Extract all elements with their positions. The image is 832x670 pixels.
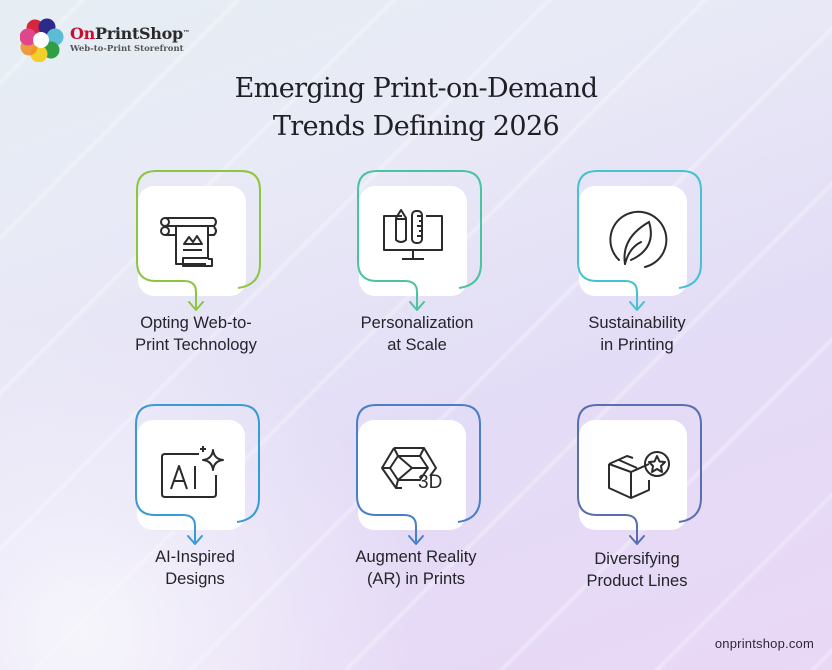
trend-label: Sustainability in Printing [588,314,686,354]
leaf-circle-icon [605,208,671,274]
trend-label: Opting Web-to- Print Technology [135,314,257,354]
title-line-1: Emerging Print-on-Demand [234,73,598,104]
monitor-design-tools-icon [380,206,446,272]
trend-card-ai-designs: AI-Inspired Designs [125,398,265,598]
trend-card-product-lines: Diversifying Product Lines [567,398,707,598]
3d-cube-icon: 3D [378,442,444,508]
box-star-icon [605,442,671,508]
trend-label: Augment Reality (AR) in Prints [355,548,477,588]
brand-name: OnPrintShop™ [70,24,190,43]
trend-label: AI-Inspired Designs [155,548,235,588]
brand-logo: OnPrintShop™ Web-to-Print Storefront [19,18,190,63]
printer-scroll-icon [156,206,222,272]
logo-flower-icon [19,18,64,63]
trend-card-augmented-reality: 3D Augment Reality (AR) in Prints [346,398,486,598]
title-line-2: Trends Defining 2026 [272,111,560,142]
trend-card-personalization: Personalization at Scale [347,164,487,364]
brand-tagline: Web-to-Print Storefront [70,44,184,54]
page-title: Emerging Print-on-Demand Trends Defining… [0,70,832,146]
trend-label: Personalization at Scale [360,314,474,354]
trend-card-web-to-print: Opting Web-to- Print Technology [126,164,266,364]
3d-label: 3D [418,472,443,493]
trend-card-sustainability: Sustainability in Printing [567,164,707,364]
ai-sparkle-icon [159,442,225,508]
trend-label: Diversifying Product Lines [586,550,688,590]
website-link[interactable]: onprintshop.com [714,636,814,651]
